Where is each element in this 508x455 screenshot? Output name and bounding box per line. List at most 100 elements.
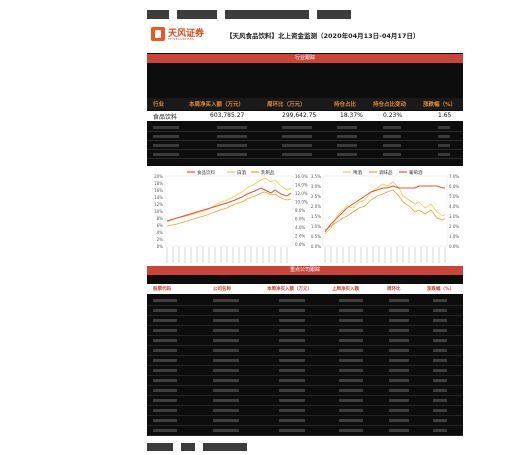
industry-section-title: 行业跟踪 — [147, 54, 463, 63]
table-row — [147, 296, 463, 306]
tick-label: 0.0% — [295, 242, 305, 247]
table-row — [147, 416, 463, 426]
table-row — [147, 396, 463, 406]
table-row — [147, 346, 463, 356]
tick-label: 0.5% — [311, 234, 321, 239]
series-line-baijiu — [166, 177, 292, 223]
legend-label: 啤酒 — [353, 169, 362, 176]
chart-right-legend: 啤酒 调味品 葡萄酒 — [343, 169, 423, 176]
table-cell: 0.23% — [383, 112, 403, 119]
tick-label: 4.0% — [295, 225, 305, 230]
legend-label: 食品饮料 — [197, 169, 215, 176]
tick-label: 14.0% — [295, 183, 308, 188]
industry-data-row: 食品饮料 603,785.27 299,642.75 18.37% 0.23% … — [147, 111, 463, 121]
tick-label: 2.0% — [449, 224, 459, 229]
legend-label: 调味品 — [379, 169, 393, 176]
col-header: 持仓占比变动 — [373, 102, 407, 108]
redacted-text — [203, 442, 248, 451]
tick-label: 16.0% — [295, 174, 308, 179]
logo-icon — [151, 27, 165, 41]
tick-label: 18% — [154, 181, 163, 186]
col-header: 行业 — [153, 102, 165, 108]
tick-label: 0.0% — [449, 244, 459, 249]
table-row — [147, 326, 463, 336]
redacted-text — [177, 10, 218, 19]
tick-label: 2.0% — [295, 234, 305, 239]
col-header: 周环比 — [387, 287, 401, 292]
col-header: 上周净买入额 — [332, 287, 359, 292]
table-cell: 1.65 — [438, 112, 452, 119]
chart-right: 啤酒 调味品 葡萄酒 3.5% 3.0% 2.5% 2.0% 1.5% 1.0%… — [311, 169, 459, 263]
logo-subtext: TF SECURITIES — [168, 37, 194, 41]
table-row — [147, 406, 463, 416]
chart-left-right-axis: 16.0% 14.0% 12.0% 10.0% 8.0% 6.0% 4.0% 2… — [295, 174, 308, 247]
report-header: 天风证券 TF SECURITIES 【天风食品饮料】北上资金监测（2020年0… — [151, 25, 461, 45]
series-line-dairy — [166, 191, 292, 227]
table-cell: 603,785.27 — [210, 112, 245, 119]
tick-label: 12% — [154, 202, 163, 207]
charts-svg: 食品饮料 白酒 乳制品 20% 18% 16% 14% 12% 10% 8% 6… — [154, 169, 459, 263]
tick-label: 6.0% — [295, 217, 305, 222]
table-row — [147, 366, 463, 376]
col-header: 周环比（万元） — [267, 102, 306, 108]
tick-label: 0.0% — [311, 244, 321, 249]
chart-left-legend: 食品饮料 白酒 乳制品 — [187, 169, 275, 176]
redacted-text — [147, 10, 169, 19]
col-header: 本周净买入额（万元） — [267, 287, 312, 292]
tick-label: 2.5% — [311, 194, 321, 199]
redacted-row — [147, 150, 463, 159]
tick-label: 16% — [154, 188, 163, 193]
table-row — [147, 356, 463, 366]
charts-area: 食品饮料 白酒 乳制品 20% 18% 16% 14% 12% 10% 8% 6… — [147, 166, 463, 266]
col-header: 持仓占比 — [334, 102, 357, 108]
table-row — [147, 306, 463, 316]
redacted-text — [147, 442, 173, 451]
series-line-food-beverage — [166, 187, 292, 222]
tick-label: 10.0% — [295, 200, 308, 205]
col-header: 涨跌幅（%） — [427, 287, 455, 292]
legend-label: 白酒 — [237, 169, 246, 176]
table-cell: 食品饮料 — [153, 114, 178, 121]
tick-label: 6.0% — [449, 184, 459, 189]
industry-table-header: 行业 本周净买入额（万元） 周环比（万元） 持仓占比 持仓占比变动 涨跌幅（%） — [147, 98, 463, 110]
tick-label: 1.0% — [311, 224, 321, 229]
series-line-wine — [324, 185, 445, 233]
tick-label: 4.0% — [449, 204, 459, 209]
tick-label: 2% — [157, 237, 164, 242]
chart-left-xaxis-dates — [166, 247, 288, 263]
tick-label: 4% — [157, 230, 164, 235]
table-row — [147, 426, 463, 436]
chart-right-left-axis: 3.5% 3.0% 2.5% 2.0% 1.5% 1.0% 0.5% 0.0% — [311, 174, 321, 249]
industry-table: 行业跟踪 行业 本周净买入额（万元） 周环比（万元） 持仓占比 持仓占比变动 涨… — [147, 53, 463, 166]
table-cell: 18.37% — [340, 112, 363, 119]
table-row — [147, 316, 463, 326]
chart-left-left-axis: 20% 18% 16% 14% 12% 10% 8% 6% 4% 2% 0% — [154, 174, 163, 249]
series-line-seasoning — [324, 189, 446, 231]
tick-label: 1.0% — [449, 234, 459, 239]
tick-label: 5.0% — [449, 194, 459, 199]
legend-label: 葡萄酒 — [409, 169, 423, 176]
legend-label: 乳制品 — [261, 169, 275, 176]
chart-right-xaxis-dates — [324, 247, 446, 263]
redacted-row — [147, 141, 463, 150]
redacted-text — [225, 10, 310, 19]
table-row — [147, 376, 463, 386]
redacted-text — [181, 442, 196, 451]
tick-label: 10% — [154, 209, 163, 214]
tick-label: 3.0% — [311, 184, 321, 189]
table-cell: 299,642.75 — [282, 112, 317, 119]
col-header: 股票代码 — [153, 287, 171, 292]
tick-label: 0% — [157, 244, 164, 249]
tick-label: 3.5% — [311, 174, 321, 179]
tick-label: 14% — [154, 195, 163, 200]
companies-section-title: 重点公司跟踪 — [147, 266, 463, 275]
tick-label: 12.0% — [295, 191, 308, 196]
table-row — [147, 336, 463, 346]
source-note-redacted — [147, 436, 463, 451]
company-logo: 天风证券 TF SECURITIES — [151, 25, 204, 45]
tick-label: 20% — [154, 174, 163, 179]
tick-label: 8% — [157, 216, 164, 221]
chart-right-right-axis: 7.0% 6.0% 5.0% 4.0% 3.0% 2.0% 1.0% 0.0% — [449, 174, 459, 249]
redacted-text — [317, 10, 352, 19]
figure-caption-redacted — [147, 4, 463, 19]
